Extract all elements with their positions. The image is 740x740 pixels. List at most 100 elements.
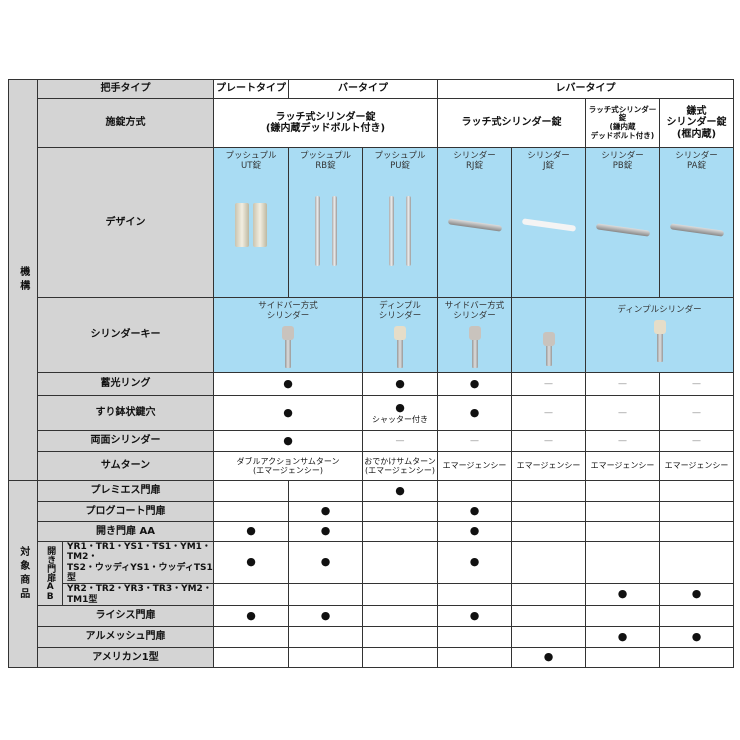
target-cell [362, 626, 438, 649]
target-cell: ● [437, 540, 512, 585]
double-cell: — [437, 430, 512, 452]
target-cell: ● [213, 605, 289, 628]
target-cell [362, 501, 438, 522]
target-label: YR1・TR1・YS1・TS1・YM1・TM2・ TS2・ウッディYS1・ウッデ… [62, 540, 214, 585]
glow-cell: ● [362, 372, 438, 396]
target-cell: ● [288, 540, 363, 585]
target-cell: ● [213, 521, 289, 542]
thumbturn-label: サムターン [37, 451, 214, 481]
target-cell: ● [437, 521, 512, 542]
target-cell [511, 626, 586, 649]
target-cell [213, 480, 289, 502]
table-row: 開き門扉AB YR1・TR1・YS1・TS1・YM1・TM2・ TS2・ウッディY… [9, 540, 734, 607]
target-cell [585, 647, 660, 669]
target-cell [213, 501, 289, 522]
table-row: 対象商品 プレミエス門扉 ● [8, 479, 734, 669]
target-cell: ● [288, 501, 363, 522]
rb-handle-image [309, 196, 343, 269]
key-icon [542, 332, 555, 366]
target-label: YR2・TR2・YR3・TR3・YM2・TM1型 [62, 583, 214, 607]
glow-cell: ● [437, 372, 512, 396]
target-cell [288, 480, 363, 502]
glow-cell: — [659, 372, 734, 396]
target-cell [362, 521, 438, 542]
lock-method-label: 施錠方式 [37, 98, 214, 148]
ab-group-label: 開き門扉AB [37, 540, 63, 607]
target-cell [585, 605, 660, 628]
ut-handle-image [233, 203, 269, 250]
target-cell [659, 480, 734, 502]
key-sidebar-label: サイドバー方式 シリンダー [258, 301, 318, 321]
design-pb: シリンダー PB錠 [585, 147, 660, 298]
target-label: プログコート門扉 [37, 501, 214, 522]
target-cell [288, 647, 363, 669]
target-cell [437, 647, 512, 669]
bar-type: バータイプ [288, 79, 438, 99]
handle-type-label: 把手タイプ [37, 79, 214, 99]
table-row: プログコート門扉 ● ● [9, 501, 734, 522]
design-rb: プッシュプル RB錠 [288, 147, 363, 298]
target-cell [362, 605, 438, 628]
design-rj: シリンダー RJ錠 [437, 147, 512, 298]
glow-cell: — [585, 372, 660, 396]
target-cell [437, 626, 512, 649]
target-cell: ● [437, 501, 512, 522]
design-pb-label: シリンダー PB錠 [601, 151, 644, 171]
design-rj-label: シリンダー RJ錠 [453, 151, 496, 171]
target-cell: ● [437, 605, 512, 628]
target-cell [585, 540, 660, 585]
target-label: ライシス門扉 [37, 605, 214, 628]
pa-lever-image [669, 213, 724, 237]
pb-lever-image [595, 213, 650, 237]
target-cell [511, 540, 586, 585]
target-cell [288, 583, 363, 607]
key-icon [468, 325, 481, 368]
target-label: アルメッシュ門扉 [37, 626, 214, 649]
j-lever-image [521, 208, 576, 232]
section-mechanism: 機構 [8, 79, 38, 481]
target-cell [585, 501, 660, 522]
mortar-cell: — [511, 395, 586, 431]
lock-method-a: ラッチ式シリンダー錠 (鎌内蔵デッドボルト付き) [213, 98, 438, 148]
double-cell: — [585, 430, 660, 452]
double-cell: ● [213, 430, 363, 452]
target-cell [659, 501, 734, 522]
design-label: デザイン [37, 147, 214, 298]
target-cell [511, 605, 586, 628]
plate-type: プレートタイプ [213, 79, 289, 99]
target-cell [213, 583, 289, 607]
key-dimple-label: ディンプル シリンダー [378, 301, 422, 321]
target-cell: ● [362, 480, 438, 502]
target-cell [511, 583, 586, 607]
target-cell: ● [511, 647, 586, 669]
target-cell [659, 540, 734, 585]
mortar-cell: ● [395, 401, 405, 415]
target-label: プレミエス門扉 [37, 480, 214, 502]
table-row: 開き門扉 AA ● ● ● [9, 521, 734, 542]
thumbturn-cell: エマージェンシー [585, 451, 660, 481]
thumbturn-cell: エマージェンシー [659, 451, 734, 481]
lock-method-b: ラッチ式シリンダー錠 [437, 98, 586, 148]
mortar-cell: — [585, 395, 660, 431]
target-label: 開き門扉 AA [37, 521, 214, 542]
thumbturn-cell: エマージェンシー [511, 451, 586, 481]
thumbturn-cell: おでかけサムターン (エマージェンシー) [362, 451, 438, 481]
target-label: アメリカン1型 [37, 647, 214, 669]
pu-handle-image [383, 196, 417, 269]
lock-method-d: 鎌式 シリンダー錠 (框内蔵) [659, 98, 734, 148]
key-icon [394, 325, 406, 368]
target-cell [362, 583, 438, 607]
target-cell [213, 647, 289, 669]
mortar-cell: ● [437, 395, 512, 431]
target-cell [437, 480, 512, 502]
target-cell [511, 521, 586, 542]
design-rb-label: プッシュプル RB錠 [299, 151, 351, 171]
target-cell [585, 521, 660, 542]
design-pa-label: シリンダー PA錠 [675, 151, 718, 171]
mortar-cell: — [659, 395, 734, 431]
key-sidebar-label: サイドバー方式 シリンダー [444, 301, 505, 321]
target-cell: ● [659, 583, 734, 607]
target-cell: ● [213, 540, 289, 585]
glow-cell: ● [213, 372, 363, 396]
design-pa: シリンダー PA錠 [659, 147, 734, 298]
